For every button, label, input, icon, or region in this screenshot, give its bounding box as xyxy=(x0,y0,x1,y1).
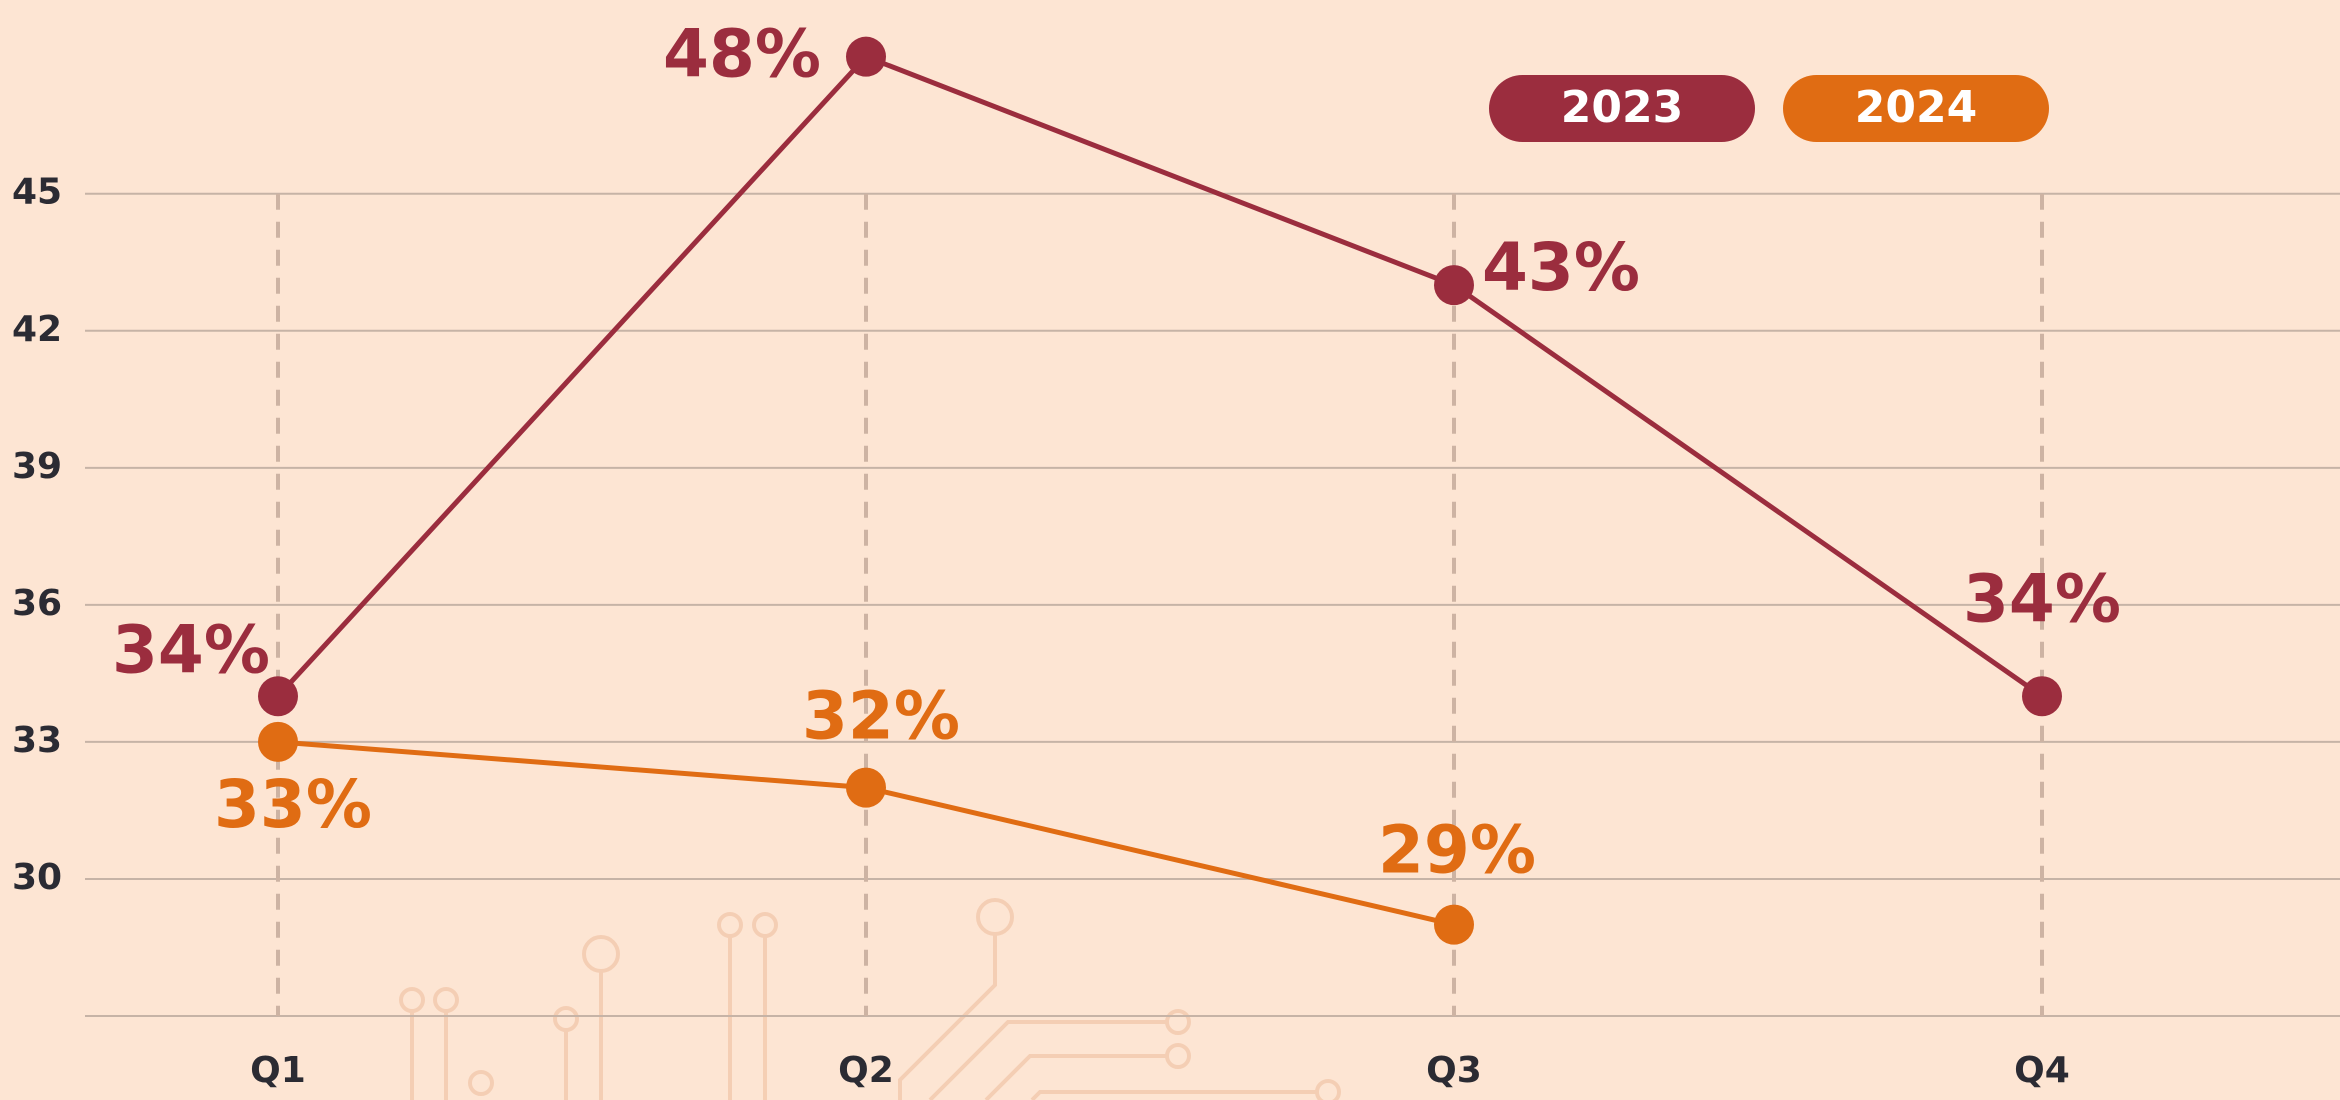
y-tick-label: 33 xyxy=(12,720,62,761)
series-line xyxy=(278,57,2042,697)
value-label: 29% xyxy=(1378,812,1536,889)
x-tick-label: Q1 xyxy=(250,1050,306,1091)
y-tick-label: 36 xyxy=(12,583,62,624)
legend-label: 2023 xyxy=(1561,82,1683,133)
data-point xyxy=(258,722,298,762)
x-tick-label: Q3 xyxy=(1426,1050,1482,1091)
legend-label: 2024 xyxy=(1855,82,1977,133)
data-point xyxy=(846,37,886,77)
y-tick-label: 45 xyxy=(12,172,62,213)
value-label: 33% xyxy=(214,766,372,843)
x-tick-label: Q2 xyxy=(838,1050,894,1091)
data-point xyxy=(2022,676,2062,716)
value-label: 34% xyxy=(1963,560,2121,637)
value-label: 34% xyxy=(112,611,270,688)
x-tick-label: Q4 xyxy=(2014,1050,2070,1091)
value-label: 43% xyxy=(1482,229,1640,306)
legend: 2023 2024 xyxy=(1489,75,2049,142)
value-label: 48% xyxy=(663,16,821,93)
page: {"chart_data": {"type": "line", "categor… xyxy=(0,0,2340,1100)
data-point xyxy=(1434,905,1474,945)
y-tick-label: 42 xyxy=(12,309,62,350)
data-point xyxy=(846,768,886,808)
chart: 2023 2024 30 33 36 39 42 45 Q1 Q2 Q3 Q4 34% 48% 43% 34… xyxy=(0,0,2340,1100)
data-point xyxy=(1434,265,1474,305)
y-tick-label: 39 xyxy=(12,446,62,487)
value-label: 32% xyxy=(802,678,960,755)
y-tick-label: 30 xyxy=(12,857,62,898)
